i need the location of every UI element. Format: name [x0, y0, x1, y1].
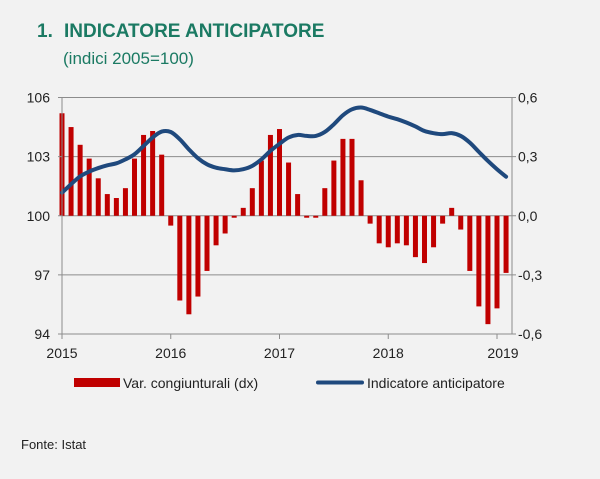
bar	[231, 215, 237, 218]
bar	[313, 215, 319, 218]
bar	[394, 215, 400, 244]
y-right-tick-label: 0,0	[518, 208, 538, 224]
x-tick-label: 2018	[373, 345, 404, 361]
bar	[122, 188, 128, 216]
bar	[458, 215, 464, 230]
x-tick-label: 2017	[264, 345, 295, 361]
bar	[95, 178, 101, 216]
bar	[349, 138, 355, 216]
bar	[240, 207, 246, 216]
bar	[177, 215, 183, 301]
bar	[132, 158, 137, 216]
bar	[113, 198, 119, 216]
bar	[159, 154, 165, 216]
y-right-tick-label: 0,6	[518, 90, 538, 106]
bar	[141, 134, 147, 216]
bar	[494, 215, 500, 309]
bar	[385, 215, 391, 248]
bar	[331, 160, 337, 216]
bar	[376, 215, 382, 244]
bar	[476, 215, 482, 307]
legend: Var. congiunturali (dx) Indicatore antic…	[74, 375, 505, 391]
chart-subtitle: (indici 2005=100)	[63, 49, 194, 68]
bar	[77, 144, 83, 216]
bar	[213, 215, 219, 246]
y-right-tick-label: 0,3	[518, 149, 538, 165]
bar	[168, 215, 174, 226]
bar	[367, 215, 373, 224]
bar	[104, 194, 110, 216]
bar	[467, 215, 473, 271]
bar	[412, 215, 418, 258]
y-right-tick-label: -0,3	[518, 267, 542, 283]
legend-label-bars: Var. congiunturali (dx)	[123, 375, 258, 391]
bar	[322, 188, 328, 216]
line-series-indicatore	[60, 105, 509, 195]
x-tick-label: 2016	[155, 345, 186, 361]
bar	[222, 215, 228, 234]
legend-swatch-bars	[74, 378, 120, 387]
bar	[186, 215, 192, 315]
bar	[340, 138, 346, 216]
tick-labels: 106 103 100 97 94 0,6 0,3 0,0 -0,3 -0,6 2015 2016 20…	[27, 90, 543, 362]
bar	[358, 180, 364, 216]
y-left-tick-label: 100	[27, 208, 51, 224]
bar	[440, 215, 446, 224]
bar	[422, 215, 427, 264]
x-tick-label: 2019	[487, 345, 518, 361]
bar	[449, 207, 455, 216]
bar	[258, 160, 264, 216]
bar	[249, 188, 255, 216]
bar	[204, 215, 210, 271]
bar	[286, 162, 292, 216]
bar	[485, 215, 491, 325]
y-left-tick-label: 106	[27, 90, 51, 106]
source-note: Fonte: Istat	[21, 437, 86, 452]
bar	[503, 215, 509, 273]
bar	[403, 215, 409, 246]
chart-title-number: 1.	[37, 21, 53, 42]
y-right-tick-label: -0,6	[518, 326, 542, 342]
bar	[295, 194, 301, 216]
bar	[68, 127, 74, 216]
bar-series	[59, 113, 509, 325]
bar	[195, 215, 201, 297]
bar	[431, 215, 437, 248]
bar	[267, 134, 273, 216]
bar	[304, 215, 310, 218]
bar	[86, 158, 92, 216]
legend-label-line: Indicatore anticipatore	[367, 375, 505, 391]
chart-title: INDICATORE ANTICIPATORE	[64, 21, 324, 42]
y-left-tick-label: 103	[27, 149, 51, 165]
x-tick-label: 2015	[46, 345, 77, 361]
y-left-tick-label: 94	[34, 326, 50, 342]
y-left-tick-label: 97	[34, 267, 50, 283]
axes	[58, 97, 516, 339]
bar	[150, 131, 156, 216]
bar	[277, 129, 282, 216]
